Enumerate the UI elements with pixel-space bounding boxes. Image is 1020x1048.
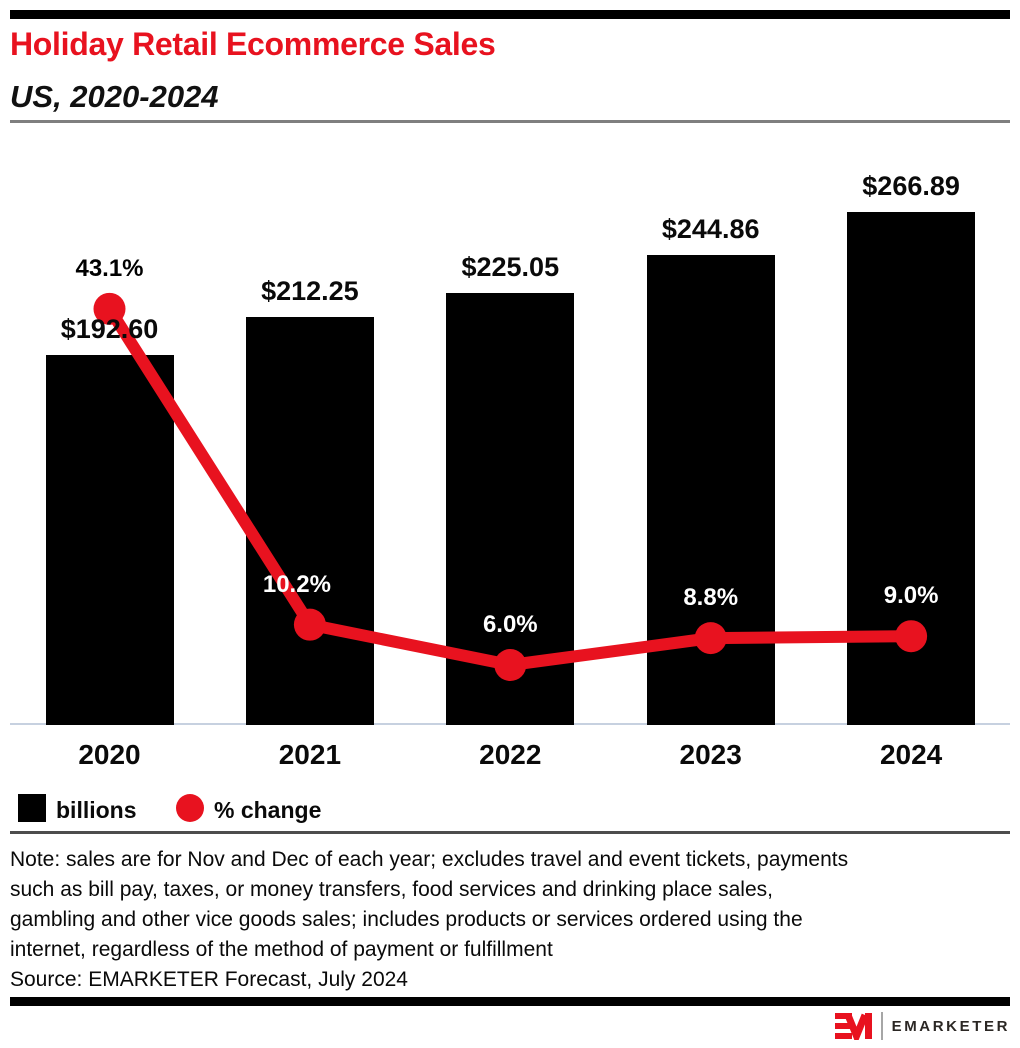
logo-divider xyxy=(880,1011,883,1040)
legend-label-pct-change: % change xyxy=(214,797,322,823)
chart-title: Holiday Retail Ecommerce Sales xyxy=(10,26,496,62)
trend-dot-2022 xyxy=(494,649,527,681)
x-axis-label-2022: 2022 xyxy=(479,739,542,770)
trend-dot-2023 xyxy=(694,622,727,655)
footnote-line-2: such as bill pay, taxes, or money transf… xyxy=(10,878,773,901)
source-line: Source: EMARKETER Forecast, July 2024 xyxy=(10,968,408,991)
x-axis-label-2024: 2024 xyxy=(879,739,943,770)
header-divider xyxy=(10,120,1010,123)
value-label-2024: $266.89 xyxy=(862,171,960,202)
x-axis-label-2021: 2021 xyxy=(278,739,342,770)
footnote-line-3: gambling and other vice goods sales; inc… xyxy=(10,908,803,931)
brand-name: EMARKETER xyxy=(891,1018,1010,1035)
trend-dot-2020 xyxy=(93,292,126,325)
pct-label-2023: 8.8% xyxy=(683,584,739,612)
trend-dot-2024 xyxy=(895,620,928,653)
pct-label-2021: 10.2% xyxy=(262,570,331,598)
pct-label-2020: 43.1% xyxy=(75,254,144,282)
pct-label-2024: 9.0% xyxy=(883,582,939,610)
pct-label-2022: 6.0% xyxy=(482,611,538,638)
legend-swatch-pct-change xyxy=(176,794,204,822)
footnote-line-1: Note: sales are for Nov and Dec of each … xyxy=(10,848,849,871)
value-label-2020: $192.60 xyxy=(60,314,159,345)
x-axis-label-2023: 2023 xyxy=(679,739,742,770)
value-label-2023: $244.86 xyxy=(661,213,760,244)
bar-2020 xyxy=(45,355,174,725)
trend-dot-2021 xyxy=(293,608,326,641)
top-accent-bar xyxy=(10,10,1010,19)
chart-subtitle: US, 2020-2024 xyxy=(10,79,219,114)
x-axis-label-2020: 2020 xyxy=(78,739,141,770)
legend-label-billions: billions xyxy=(56,797,137,823)
note-divider xyxy=(10,831,1010,834)
brand-logo: EMARKETER xyxy=(834,1011,1010,1040)
footnote-line-4: internet, regardless of the method of pa… xyxy=(10,938,553,961)
bottom-accent-bar xyxy=(10,997,1010,1006)
value-label-2022: $225.05 xyxy=(461,251,560,282)
legend-swatch-billions xyxy=(18,794,46,822)
footnote: Note: sales are for Nov and Dec of each … xyxy=(10,845,1015,965)
bar-2021 xyxy=(245,317,374,725)
em-logo-icon xyxy=(834,1012,872,1040)
value-label-2021: $212.25 xyxy=(261,276,359,307)
